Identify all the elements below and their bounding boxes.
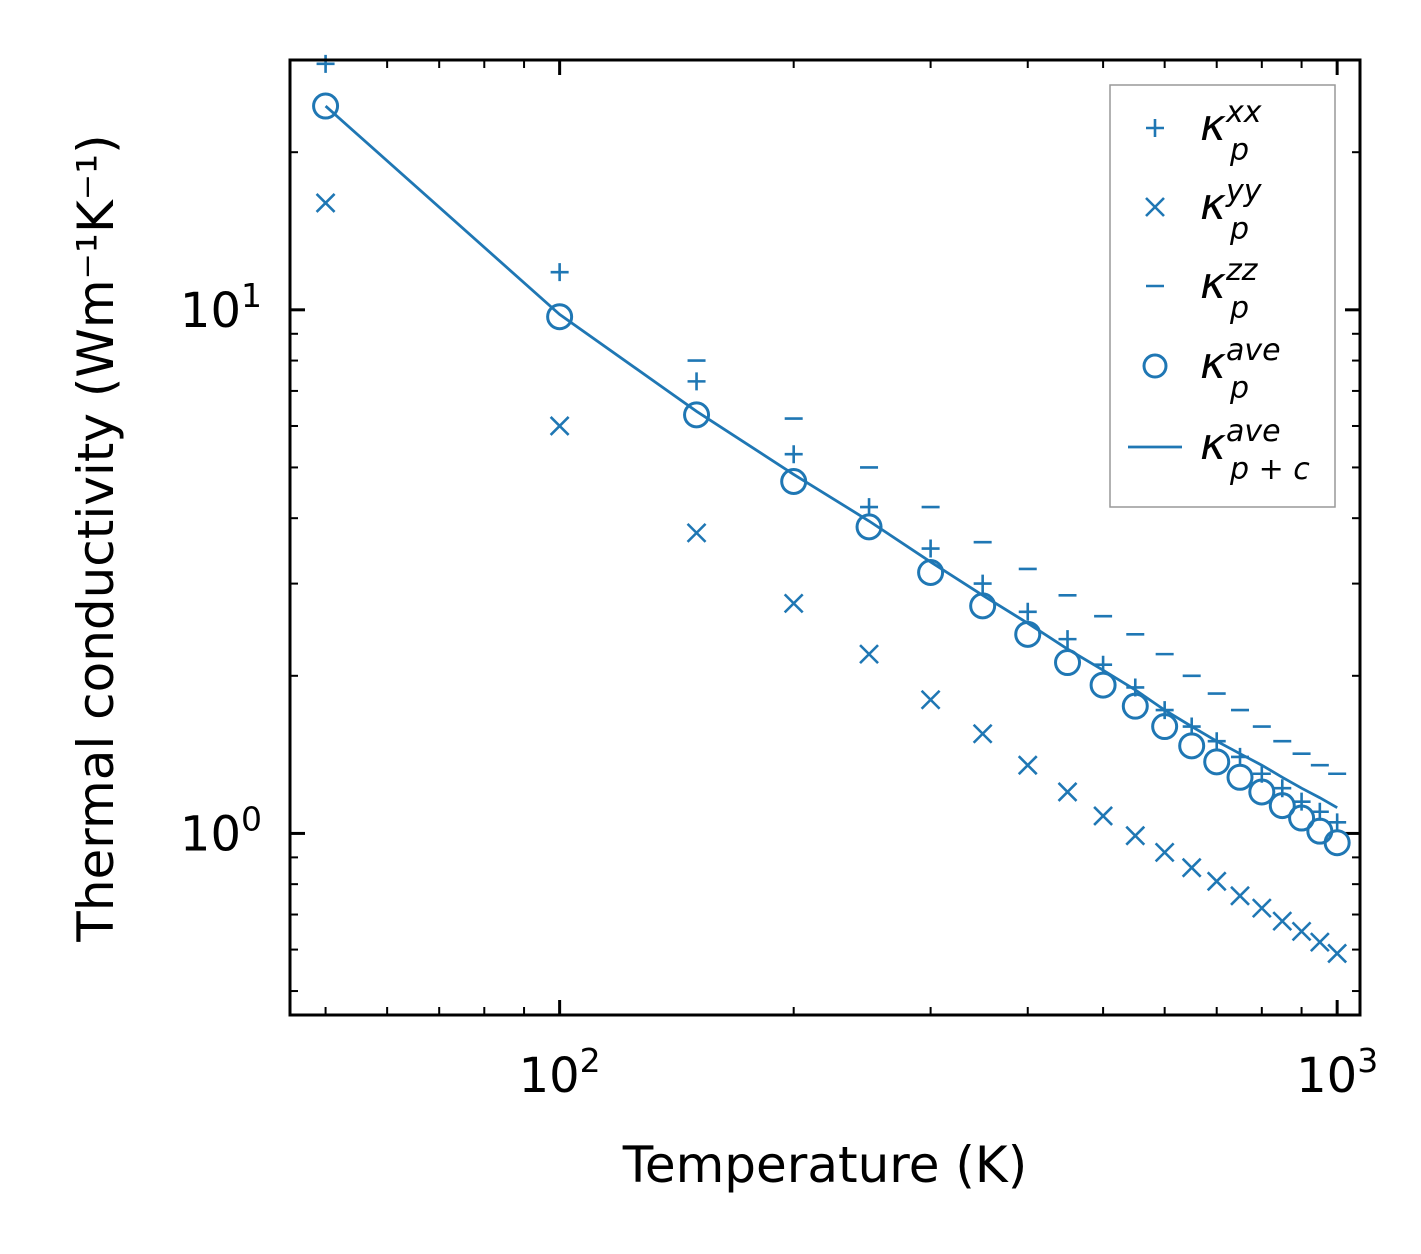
legend-label-kave_pc: κave p + c: [1200, 414, 1310, 487]
data-point-kxx: [1018, 602, 1037, 621]
data-point-kave: [1248, 778, 1276, 806]
series-kyy: [315, 193, 1348, 964]
data-point-kxx: [921, 539, 940, 558]
data-point-kave: [855, 513, 883, 541]
data-point-kyy: [1272, 911, 1293, 932]
data-point-kave: [1151, 713, 1179, 741]
data-point-kyy: [1093, 806, 1114, 826]
data-point-kyy: [686, 522, 707, 543]
data-point-kave: [1268, 792, 1296, 820]
plot-frame: [288, 58, 1362, 1017]
data-point-kyy: [1206, 871, 1227, 892]
series-kzz: [687, 359, 1347, 776]
data-point-kyy: [1017, 755, 1038, 776]
series-kxx: [316, 54, 1347, 832]
data-point-kxx: [973, 574, 992, 593]
legend-label-kzz: κzz p: [1200, 253, 1259, 326]
legend-marker-kave: [1142, 353, 1168, 379]
data-point-kyy: [1251, 898, 1272, 919]
y-tick-label: 100: [180, 799, 262, 862]
data-point-kyy: [783, 593, 804, 614]
data-point-kyy: [1230, 885, 1250, 906]
y-tick-label: 101: [180, 276, 262, 339]
data-point-kave: [1226, 763, 1254, 791]
data-point-kyy: [1291, 921, 1312, 942]
data-point-kxx: [860, 498, 879, 517]
data-point-kxx: [1058, 630, 1077, 649]
data-point-kxx: [1292, 792, 1311, 811]
series-layer: [312, 54, 1351, 964]
legend-label-kave: κave p: [1200, 333, 1281, 406]
data-point-kave: [1089, 671, 1117, 699]
data-point-kyy: [549, 416, 570, 436]
series-kave: [312, 92, 1351, 857]
series-line-kave_pc: [324, 105, 1338, 809]
data-point-kave: [683, 401, 711, 429]
data-point-kyy: [920, 689, 941, 710]
data-point-kave: [312, 92, 340, 120]
tick-labels: 102 103 100 101: [180, 276, 1378, 1104]
x-tick-label: 103: [1296, 1041, 1378, 1104]
data-point-kyy: [1154, 842, 1175, 863]
legend-label-kxx: κxx p: [1200, 95, 1262, 168]
legend-frame: [1109, 84, 1336, 508]
data-point-kxx: [687, 372, 706, 391]
data-point-kyy: [1327, 943, 1348, 964]
data-point-kyy: [1057, 782, 1078, 802]
legend-label-kyy: κyy p: [1200, 174, 1263, 247]
y-axis-label: Thermal conductivity (Wm⁻¹K⁻¹): [67, 134, 125, 942]
data-point-kave: [1288, 804, 1316, 832]
data-point-kave: [1178, 732, 1206, 760]
data-point-kxx: [316, 54, 335, 73]
data-point-kave: [546, 303, 574, 331]
data-point-kave: [1203, 748, 1231, 776]
data-point-kyy: [315, 193, 336, 213]
x-axis-label: Temperature (K): [622, 1136, 1027, 1194]
series-kave_pc: [324, 105, 1338, 809]
data-point-kxx: [1328, 813, 1347, 832]
data-point-kyy: [1181, 857, 1202, 878]
data-point-kave: [1121, 692, 1149, 720]
legend-marker-kxx: [1146, 119, 1164, 137]
data-point-kave: [1323, 829, 1351, 857]
data-point-kyy: [1125, 825, 1146, 846]
data-point-kyy: [859, 644, 879, 665]
data-point-kyy: [1309, 932, 1330, 953]
data-point-kxx: [784, 445, 803, 464]
data-point-kyy: [972, 723, 993, 744]
data-point-kxx: [550, 263, 569, 282]
x-tick-label: 102: [519, 1041, 601, 1104]
legend-marker-kyy: [1145, 197, 1165, 217]
